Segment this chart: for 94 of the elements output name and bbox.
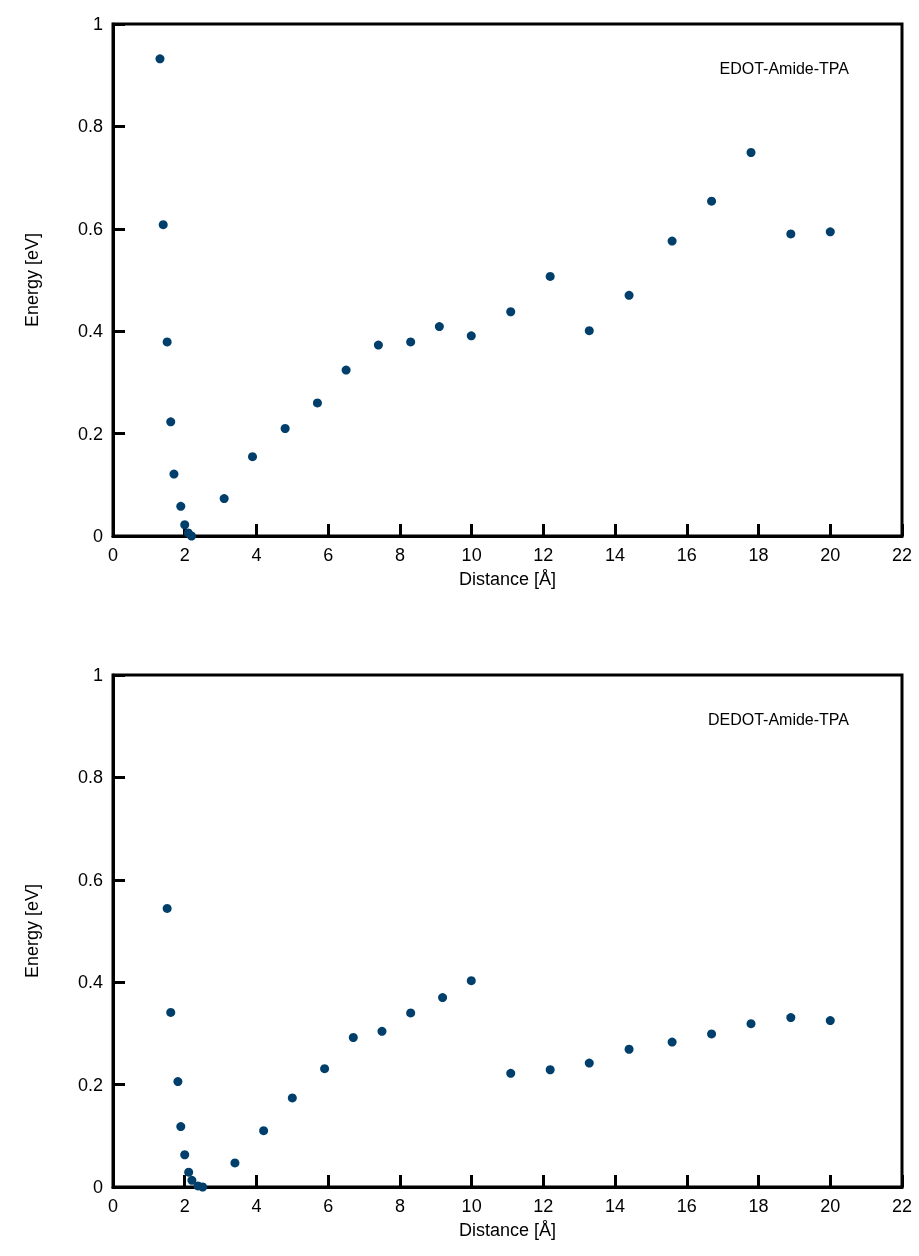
- x-tick-label: 4: [251, 545, 262, 565]
- x-tick-label: 0: [107, 545, 119, 565]
- point: [667, 236, 677, 246]
- y-tick-label: 0.8: [77, 767, 103, 788]
- point: [667, 1037, 677, 1047]
- x-tick-label: 14: [605, 545, 626, 565]
- point: [786, 229, 796, 239]
- point: [545, 271, 555, 281]
- point: [166, 417, 176, 427]
- x-tick-label: 14: [605, 1196, 626, 1216]
- point: [184, 1167, 194, 1177]
- point: [320, 1064, 330, 1074]
- point: [166, 1007, 176, 1017]
- x-axis-title: Distance [Å]: [458, 569, 557, 589]
- x-tick-label: 4: [251, 1196, 262, 1216]
- point: [466, 331, 476, 341]
- point: [173, 1077, 183, 1087]
- y-tick-label: 0: [92, 1177, 103, 1197]
- y-tick-label: 0.8: [77, 116, 103, 137]
- point: [230, 1158, 240, 1168]
- x-tick-label: 20: [820, 1196, 841, 1216]
- y-axis-title: Energy [eV]: [22, 232, 42, 328]
- point: [287, 1093, 297, 1103]
- point: [176, 1122, 186, 1132]
- point: [187, 531, 197, 541]
- point: [312, 398, 322, 408]
- point: [176, 501, 186, 511]
- point: [624, 290, 634, 300]
- point: [434, 322, 444, 332]
- point: [341, 365, 351, 375]
- x-axis-title: Distance [Å]: [458, 1220, 557, 1240]
- point: [746, 148, 756, 158]
- point: [825, 227, 835, 237]
- x-tick-label: 12: [533, 545, 554, 565]
- point: [180, 1150, 190, 1160]
- x-tick-label: 8: [394, 1196, 405, 1216]
- y-tick-label: 0.2: [77, 1074, 103, 1095]
- point: [280, 423, 290, 433]
- point: [248, 452, 258, 462]
- annotation: DEDOT-Amide-TPA: [707, 710, 850, 728]
- x-tick-label: 2: [179, 545, 190, 565]
- point: [746, 1019, 756, 1029]
- point: [584, 326, 594, 336]
- point: [825, 1016, 835, 1026]
- x-tick-label: 22: [891, 1196, 913, 1216]
- y-tick-label: 1: [92, 14, 103, 34]
- x-tick-label: 0: [107, 1196, 119, 1216]
- point: [348, 1033, 358, 1042]
- point: [406, 337, 416, 347]
- point: [506, 1068, 516, 1078]
- x-tick-label: 6: [323, 545, 334, 565]
- point: [158, 220, 168, 230]
- y-tick-label: 0.2: [77, 423, 103, 444]
- point: [438, 993, 448, 1003]
- y-tick-label: 0: [92, 526, 103, 546]
- point: [155, 54, 165, 64]
- point: [187, 1175, 197, 1185]
- x-tick-label: 12: [533, 1196, 554, 1216]
- x-tick-label: 10: [461, 545, 482, 565]
- x-tick-label: 10: [461, 1196, 482, 1216]
- point: [198, 1182, 208, 1192]
- point: [506, 307, 516, 317]
- x-tick-label: 18: [748, 1196, 769, 1216]
- point: [259, 1126, 269, 1136]
- point: [584, 1058, 594, 1068]
- point: [373, 340, 383, 350]
- point: [219, 494, 229, 504]
- x-tick-label: 16: [676, 545, 697, 565]
- point: [162, 337, 172, 347]
- point: [786, 1013, 796, 1023]
- x-tick-label: 20: [820, 545, 841, 565]
- point: [377, 1026, 387, 1036]
- y-axis-title: Energy [eV]: [22, 883, 42, 979]
- x-tick-label: 18: [748, 545, 769, 565]
- y-tick-label: 0.6: [77, 218, 103, 239]
- x-tick-label: 6: [323, 1196, 334, 1216]
- x-tick-label: 8: [394, 545, 405, 565]
- point: [180, 520, 190, 530]
- y-tick-label: 1: [92, 665, 103, 685]
- y-tick-label: 0.4: [77, 321, 103, 342]
- point: [707, 1029, 717, 1039]
- point: [545, 1065, 555, 1075]
- x-tick-label: 2: [179, 1196, 190, 1216]
- point: [162, 903, 172, 913]
- point: [466, 976, 476, 986]
- x-tick-label: 16: [676, 1196, 697, 1216]
- point: [406, 1008, 416, 1018]
- y-tick-label: 0.4: [77, 972, 103, 993]
- point: [707, 196, 717, 206]
- point: [169, 469, 179, 479]
- point: [624, 1044, 634, 1054]
- annotation: EDOT-Amide-TPA: [719, 59, 850, 77]
- y-tick-label: 0.6: [77, 869, 103, 890]
- x-tick-label: 22: [891, 545, 913, 565]
